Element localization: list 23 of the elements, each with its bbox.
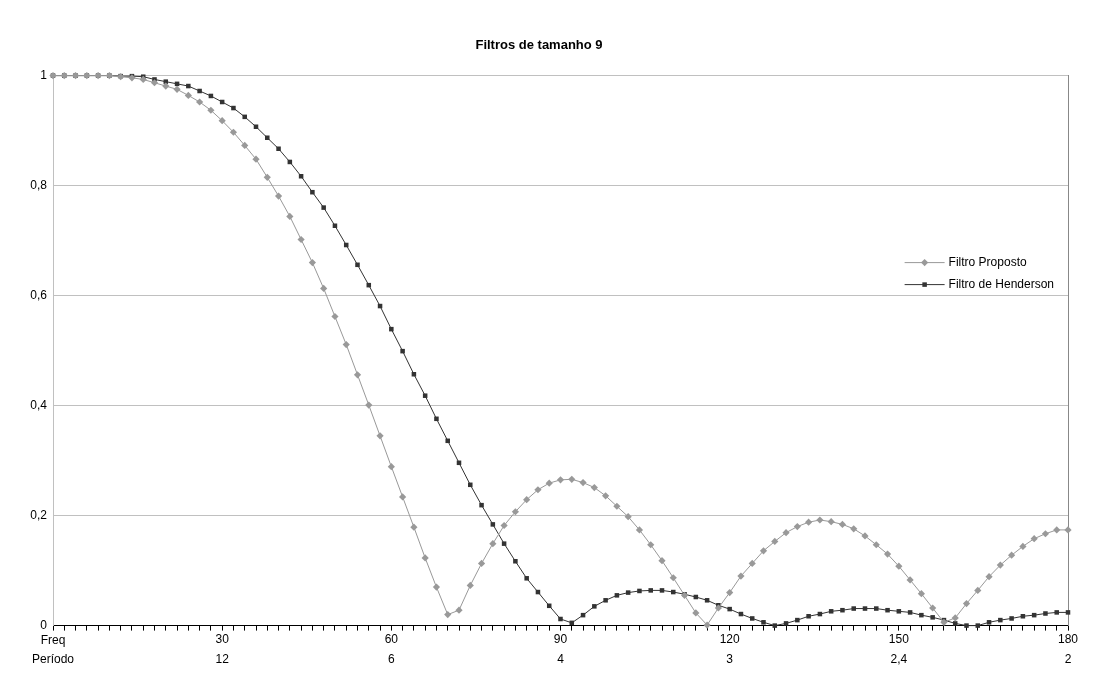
x-axis-title: Freq bbox=[40, 632, 66, 647]
y-tick-label: 0 bbox=[40, 617, 48, 632]
text: Período bbox=[31, 651, 75, 666]
chart-title: Filtros de tamanho 9 bbox=[475, 37, 603, 53]
y-tick-label: 1 bbox=[40, 67, 48, 82]
y-tick-label: 0,4 bbox=[30, 397, 48, 412]
text: 2 bbox=[1064, 651, 1072, 666]
y-tick-label: 0,6 bbox=[30, 287, 48, 302]
x-tick-label: 60 bbox=[384, 632, 399, 647]
x-tick-label: 30 bbox=[215, 632, 230, 647]
text: 6 bbox=[387, 651, 395, 666]
legend-label: Filtro de Henderson bbox=[948, 276, 1054, 291]
x-tick-label: 120 bbox=[719, 632, 740, 647]
x-tick-label: 150 bbox=[888, 632, 910, 647]
legend-label: Filtro Proposto bbox=[948, 254, 1027, 269]
x-tick-label: 90 bbox=[553, 632, 568, 647]
x-tick-label: 180 bbox=[1057, 632, 1079, 647]
text: 3 bbox=[726, 651, 734, 666]
text: 2,4 bbox=[890, 651, 908, 666]
text: 12 bbox=[215, 651, 230, 666]
text: 4 bbox=[557, 651, 565, 666]
y-tick-label: 0,8 bbox=[30, 177, 48, 192]
y-tick-label: 0,2 bbox=[30, 507, 48, 522]
